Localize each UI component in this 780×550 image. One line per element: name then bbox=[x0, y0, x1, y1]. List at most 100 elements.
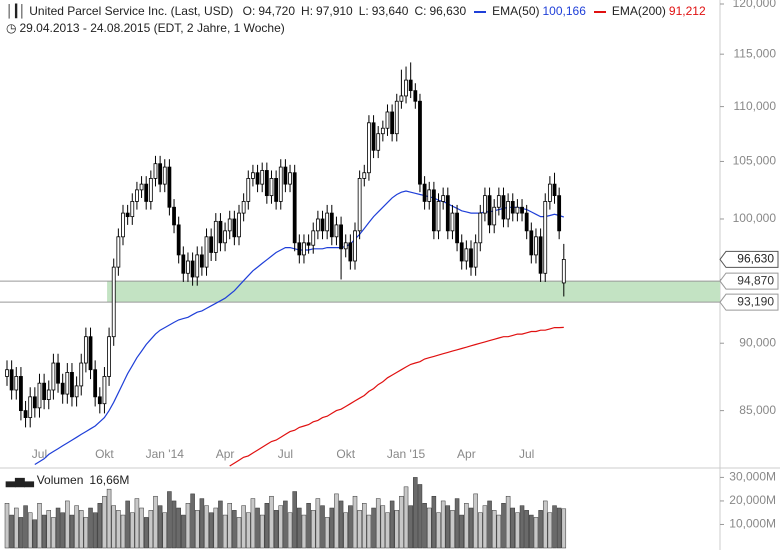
legend-value: 100,166 bbox=[542, 4, 586, 18]
header: │┃│ United Parcel Service Inc. (Last, USD… bbox=[6, 4, 712, 18]
volume-bar bbox=[496, 514, 502, 549]
volume-tick-label: 20,000M bbox=[729, 493, 776, 507]
candle-body bbox=[9, 369, 14, 391]
volume-bar bbox=[171, 500, 177, 549]
volume-bar bbox=[306, 503, 311, 549]
volume-bar bbox=[92, 512, 98, 549]
volume-icon: ▃▅▃ bbox=[6, 473, 34, 487]
volume-bar bbox=[403, 486, 409, 549]
candle-body bbox=[306, 242, 311, 246]
candle-body bbox=[74, 385, 79, 398]
volume-bar bbox=[51, 517, 56, 549]
candle-body bbox=[469, 248, 473, 268]
candle-body bbox=[116, 236, 121, 268]
candle-body bbox=[56, 362, 60, 384]
volume-bar bbox=[78, 510, 84, 549]
volume-bar bbox=[185, 503, 191, 549]
level-label: 93,190 bbox=[737, 294, 774, 308]
candle-body bbox=[19, 376, 23, 412]
volume-bar bbox=[236, 517, 242, 549]
volume-bar bbox=[134, 498, 140, 549]
volume-bar bbox=[9, 514, 14, 549]
candle-body bbox=[436, 201, 441, 232]
candle-body bbox=[83, 336, 88, 364]
volume-bar bbox=[320, 505, 325, 549]
candle-body bbox=[390, 111, 395, 135]
volume-bar bbox=[519, 505, 525, 549]
candle-body bbox=[204, 236, 209, 268]
candle-body bbox=[251, 172, 255, 179]
candle-body bbox=[278, 166, 283, 202]
candle-body bbox=[241, 201, 246, 214]
candle-body bbox=[348, 242, 353, 262]
volume-bar bbox=[552, 505, 557, 549]
candle-body bbox=[195, 254, 200, 278]
volume-bar bbox=[176, 507, 181, 549]
volume-bar bbox=[83, 517, 89, 549]
quote-value: 93,640 bbox=[371, 4, 409, 18]
volume-bar bbox=[190, 493, 195, 549]
volume-bar bbox=[529, 514, 534, 549]
candle-body bbox=[524, 212, 529, 232]
volume-bar bbox=[204, 505, 209, 549]
candle-body bbox=[153, 163, 158, 179]
volume-bar bbox=[199, 498, 205, 549]
y-tick-label: 110,000 bbox=[734, 99, 777, 113]
volume-bar bbox=[459, 514, 464, 549]
volume-bar bbox=[111, 505, 116, 549]
volume-bar bbox=[417, 484, 423, 549]
x-tick-label: Jan '14 bbox=[146, 447, 185, 461]
volume-bar bbox=[37, 503, 42, 549]
price-tag-label: 96,630 bbox=[737, 252, 774, 266]
candle-body bbox=[209, 236, 214, 253]
quote-key: O: bbox=[242, 4, 256, 18]
candle-body bbox=[408, 79, 413, 92]
volume-bar bbox=[157, 505, 163, 549]
y-tick-label: 120,000 bbox=[733, 0, 777, 10]
volume-bar bbox=[338, 500, 344, 549]
candle-body bbox=[5, 369, 9, 377]
volume-bar bbox=[292, 491, 297, 549]
candle-body bbox=[70, 372, 74, 398]
volume-bar bbox=[255, 507, 260, 549]
volume-bar bbox=[473, 493, 478, 549]
candle-body bbox=[172, 206, 176, 226]
x-tick-label: Jan '15 bbox=[387, 447, 426, 461]
candle-body bbox=[139, 183, 144, 191]
volume-bar bbox=[324, 517, 330, 549]
candle-body bbox=[97, 396, 102, 405]
candle-body bbox=[538, 236, 543, 274]
subheader: ◷ 29.04.2013 - 24.08.2015 (EDT, 2 Jahre, … bbox=[6, 21, 291, 35]
candle-body bbox=[32, 396, 37, 409]
volume-bar bbox=[399, 495, 404, 549]
legend-swatch bbox=[593, 10, 606, 13]
y-tick-label: 90,000 bbox=[739, 335, 776, 349]
candle-body bbox=[130, 201, 135, 218]
volume-bar bbox=[23, 505, 28, 549]
candle-body bbox=[353, 230, 357, 262]
candle-body bbox=[135, 189, 139, 202]
x-tick-label: Jul bbox=[278, 447, 293, 461]
candle-body bbox=[547, 183, 552, 202]
candle-body bbox=[543, 201, 548, 274]
candle-body bbox=[65, 372, 70, 395]
candle-body bbox=[28, 396, 33, 418]
candle-body bbox=[473, 242, 478, 268]
volume-bar bbox=[14, 507, 19, 549]
volume-last: 16,66M bbox=[89, 473, 130, 487]
volume-bar bbox=[334, 493, 339, 549]
candle-body bbox=[14, 376, 19, 391]
quote-key: H: bbox=[301, 4, 314, 18]
candle-body bbox=[158, 163, 163, 185]
candle-body bbox=[79, 362, 84, 387]
volume-bar bbox=[278, 505, 284, 549]
candle-body bbox=[529, 230, 534, 256]
candle-body bbox=[561, 259, 566, 284]
candle-body bbox=[107, 336, 111, 377]
volume-bar bbox=[4, 503, 10, 549]
candle-body bbox=[376, 133, 381, 151]
volume-bar bbox=[116, 510, 121, 549]
candle-body bbox=[339, 224, 343, 250]
volume-bar bbox=[389, 500, 395, 549]
